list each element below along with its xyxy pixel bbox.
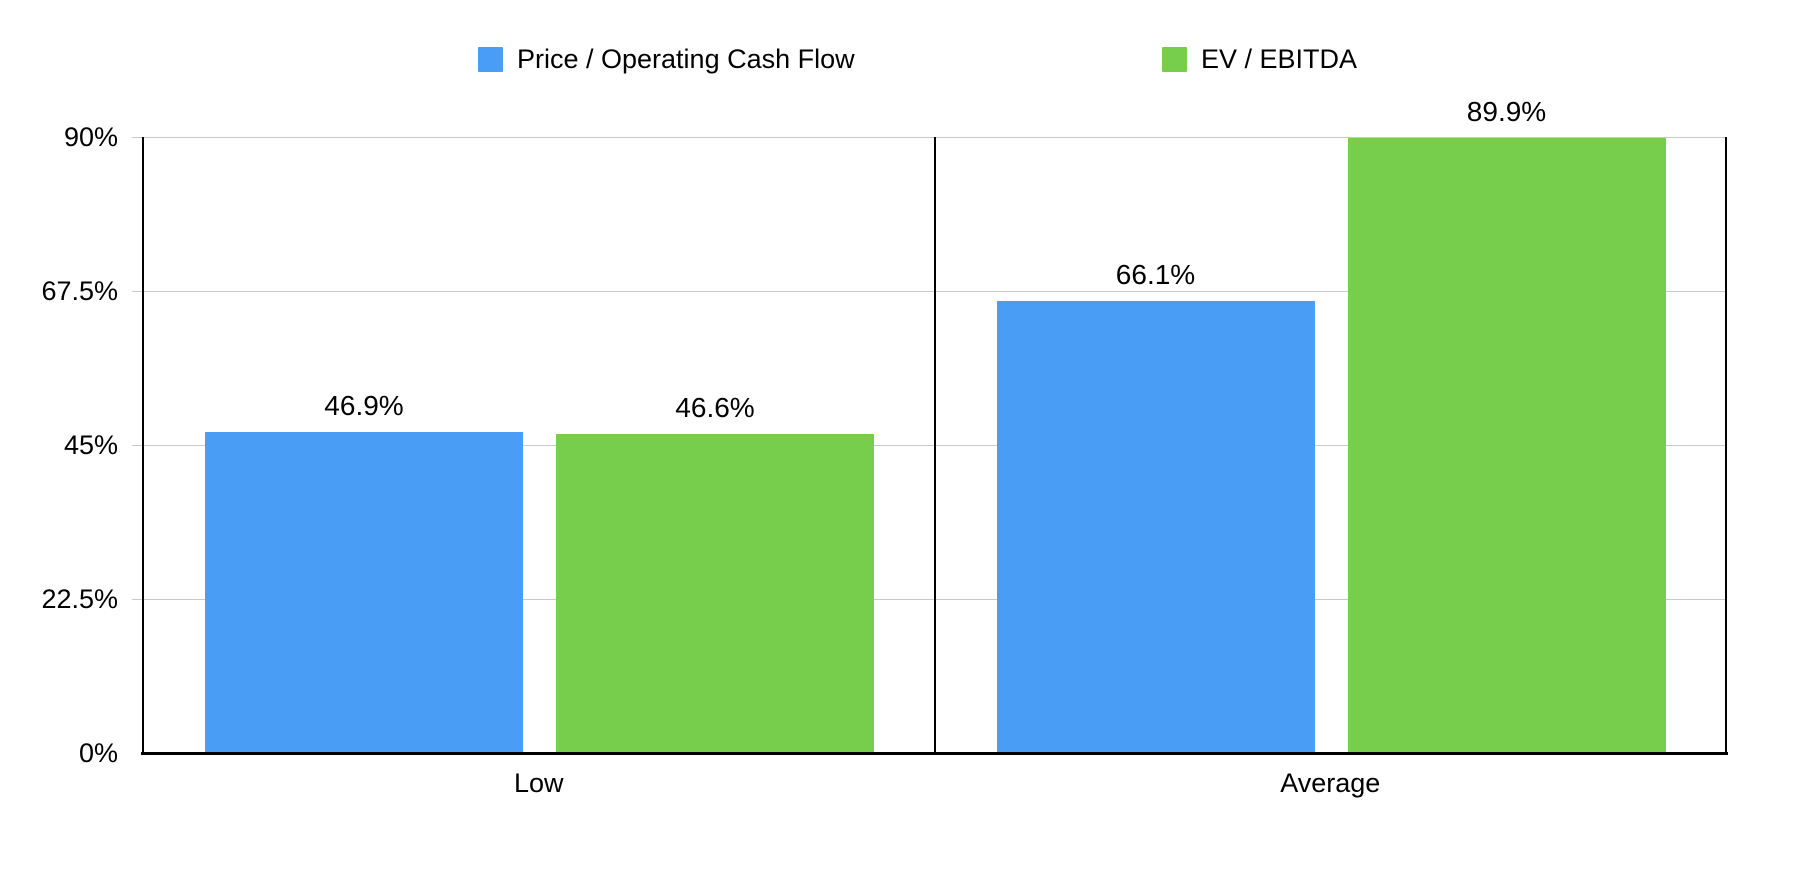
bar-value-label: 66.1% [1115,258,1196,290]
bar-average-price-ocf [996,300,1315,753]
legend-item-ev-ebitda: EV / EBITDA [1162,46,1357,73]
y-tick-90 [132,137,143,138]
y-axis-label-22-5: 22.5% [41,584,118,614]
legend-label-price-ocf: Price / Operating Cash Flow [517,44,855,74]
legend-item-price-ocf: Price / Operating Cash Flow [478,46,855,73]
plot-area: 90% 67.5% 45% 22.5% 0% 46.9% 46.6% Low 6… [41,96,1728,798]
y-tick-45 [132,445,143,446]
bar-group-low-blue: 46.9% [205,137,523,753]
legend-label-ev-ebitda: EV / EBITDA [1201,44,1358,74]
bar-value-label: 89.9% [1466,95,1547,127]
panel-divider-line [933,137,936,753]
right-frame-line [1725,137,1727,753]
x-axis-label-average: Average [1280,768,1381,798]
y-axis-line [142,137,144,753]
bar-average-ev-ebitda [1347,137,1666,753]
bar-group-low-green: 46.6% [556,137,874,753]
y-axis-label-67-5: 67.5% [41,276,118,306]
bar-group-average-green: 89.9% [1347,96,1666,753]
y-axis-label-45: 45% [63,430,118,460]
y-tick-67-5 [132,291,143,292]
y-axis-label-90: 90% [63,122,118,152]
x-axis-line [141,752,1728,755]
y-tick-22-5 [132,599,143,600]
category-panel-low: 46.9% 46.6% Low [143,137,935,798]
bar-low-ev-ebitda [556,434,874,753]
bar-value-label: 46.6% [675,392,755,424]
y-axis-label-0: 0% [78,738,118,768]
bar-value-label: 46.9% [324,390,404,421]
category-panel-average: 66.1% 89.9% Average [935,96,1727,798]
legend-swatch-green-icon [1162,47,1187,72]
bar-low-price-ocf [205,432,523,753]
legend-swatch-blue-icon [478,47,503,72]
x-axis-label-low: Low [513,768,564,798]
bar-group-average-blue: 66.1% [996,137,1315,753]
